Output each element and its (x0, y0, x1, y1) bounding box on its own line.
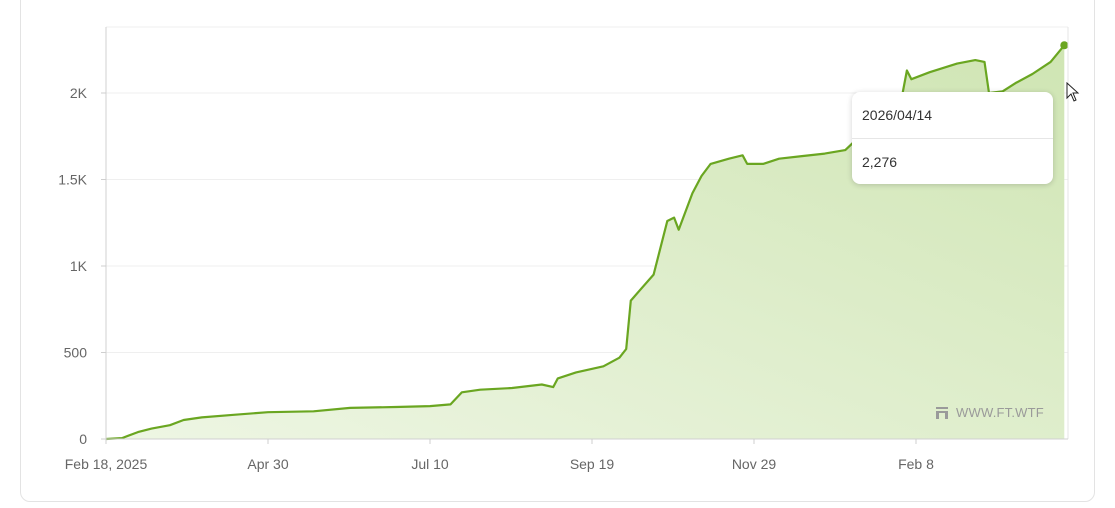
y-tick-label: 1.5K (58, 172, 87, 188)
series-area-fill (106, 45, 1065, 440)
x-tick-label: Apr 30 (247, 456, 288, 472)
x-axis-ticks: Feb 18, 2025 Apr 30 Jul 10 Sep 19 Nov 29 Feb … (65, 439, 934, 472)
tooltip-date: 2026/04/14 (862, 107, 933, 123)
watermark: WWW.FT.WTF (936, 405, 1044, 420)
y-axis-ticks: 0 500 1K 1.5K 2K (58, 85, 106, 447)
x-tick-label: Feb 18, 2025 (65, 456, 148, 472)
mouse-cursor-icon (1066, 82, 1080, 102)
x-tick-label: Jul 10 (411, 456, 449, 472)
data-series (105, 41, 1069, 441)
hover-point-marker (1060, 41, 1069, 50)
y-tick-label: 1K (70, 258, 88, 274)
y-tick-label: 500 (64, 345, 88, 361)
tooltip-value: 2,276 (852, 138, 1053, 184)
watermark-text: WWW.FT.WTF (956, 405, 1044, 420)
series-line (105, 44, 1066, 441)
y-tick-label: 0 (79, 431, 87, 447)
x-tick-label: Sep 19 (570, 456, 615, 472)
ft-logo-icon (936, 406, 948, 419)
x-tick-label: Feb 8 (898, 456, 934, 472)
y-tick-label: 2K (70, 85, 88, 101)
x-tick-label: Nov 29 (732, 456, 777, 472)
chart-tooltip: 2026/04/14 2,276 (852, 92, 1053, 184)
